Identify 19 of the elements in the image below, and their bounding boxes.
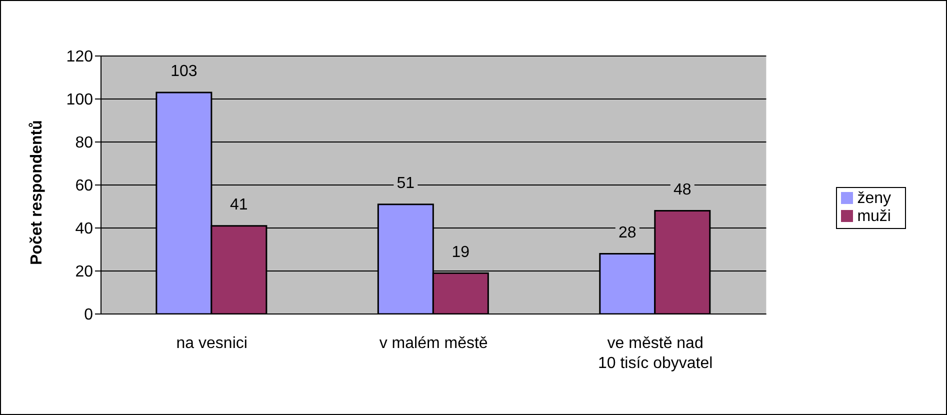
- x-tick-label: na vesnici: [176, 335, 248, 352]
- y-tick-label: 80: [75, 134, 94, 152]
- y-tick-label: 0: [84, 306, 94, 324]
- data-label: 51: [396, 174, 415, 192]
- x-tick-label: v malém městě: [379, 335, 488, 352]
- legend-label: muži: [857, 208, 891, 224]
- y-tick-label: 120: [66, 48, 94, 66]
- data-label: 41: [230, 196, 248, 214]
- y-tick-label: 40: [75, 220, 94, 238]
- y-tick-label: 20: [75, 264, 94, 281]
- data-label: 48: [674, 181, 692, 198]
- y-tick-label: 100: [66, 92, 94, 109]
- y-tick-label: 60: [75, 178, 94, 195]
- y-axis-title: Počet respondentů: [28, 120, 46, 265]
- legend-label: ženy: [857, 190, 891, 206]
- x-tick-label: ve městě nad 10 tisíc obyvatel: [598, 335, 713, 372]
- data-label: 19: [452, 244, 470, 261]
- data-label: 103: [170, 63, 198, 80]
- data-label: 28: [618, 224, 636, 242]
